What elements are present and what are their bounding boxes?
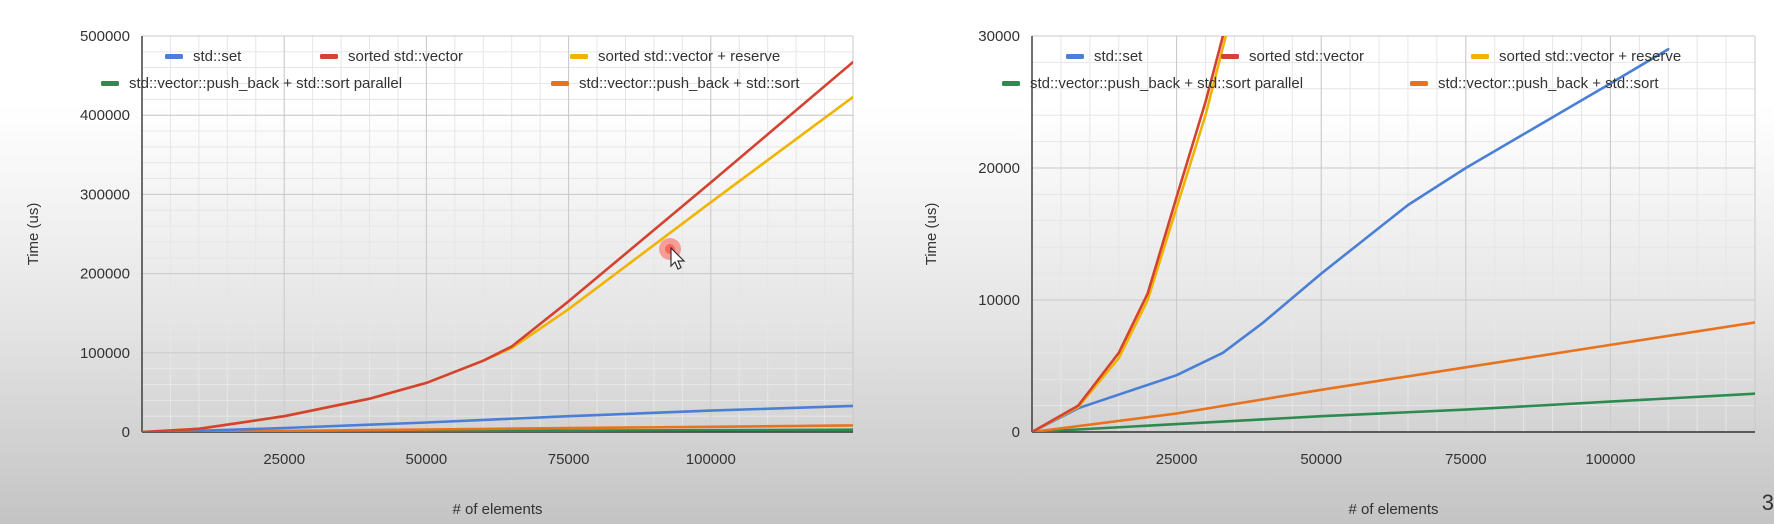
series-line [142, 404, 853, 432]
series-line [142, 60, 853, 432]
x-tick-label: 75000 [1445, 451, 1487, 468]
y-tick-label: 400000 [80, 107, 130, 124]
legend-swatch [1221, 54, 1239, 59]
legend-label: std::vector::push_back + std::sort paral… [129, 75, 402, 92]
x-axis-title: # of elements [1348, 501, 1438, 518]
y-tick-label: 30000 [978, 28, 1020, 45]
legend: std::set sorted std::vector sorted std::ve… [1002, 48, 1681, 92]
series-lines [1032, 36, 1755, 432]
series-line [1032, 36, 1225, 432]
y-tick-label: 0 [122, 424, 130, 441]
chart-group: 0 10000 20000 30000 25000 50000 75000 100000 # o… [923, 28, 1756, 518]
series-line [142, 424, 853, 432]
series-line [1032, 47, 1670, 432]
x-tick-label: 25000 [1156, 451, 1198, 468]
series-line [1032, 392, 1755, 432]
x-tick-label: 100000 [1585, 451, 1635, 468]
legend-swatch [1410, 81, 1428, 86]
y-tick-label: 20000 [978, 160, 1020, 177]
legend-label: sorted std::vector [348, 48, 463, 65]
x-axis-title: # of elements [452, 501, 542, 518]
legend-label: std::set [1094, 48, 1143, 65]
y-tick-label: 500000 [80, 28, 130, 45]
legend-label: sorted std::vector + reserve [598, 48, 780, 65]
y-axis-title: Time (us) [923, 203, 940, 266]
legend-swatch [1066, 54, 1084, 59]
x-tick-label: 100000 [686, 451, 736, 468]
legend-swatch [165, 54, 183, 59]
x-tick-label: 75000 [548, 451, 590, 468]
legend-label: std::vector::push_back + std::sort paral… [1030, 75, 1303, 92]
chart-group: 0 100000 200000 300000 400000 500000 25000 5000… [25, 28, 854, 518]
legend-swatch [551, 81, 569, 86]
slide-page-number: 3 [1761, 490, 1774, 515]
legend-swatch [1002, 81, 1020, 86]
x-tick-label: 25000 [263, 451, 305, 468]
legend-swatch [320, 54, 338, 59]
legend-swatch [570, 54, 588, 59]
y-tick-label: 300000 [80, 186, 130, 203]
series-line [1032, 321, 1755, 432]
legend-label: std::vector::push_back + std::sort [579, 75, 800, 92]
y-tick-label: 0 [1012, 424, 1020, 441]
y-tick-label: 10000 [978, 292, 1020, 309]
legend-label: std::set [193, 48, 242, 65]
y-axis-title: Time (us) [25, 203, 42, 266]
legend-label: std::vector::push_back + std::sort [1438, 75, 1659, 92]
y-tick-label: 200000 [80, 266, 130, 283]
x-tick-label: 50000 [406, 451, 448, 468]
mouse-cursor-icon [659, 238, 686, 270]
legend: std::set sorted std::vector sorted std::ve… [101, 48, 800, 92]
y-tick-label: 100000 [80, 345, 130, 362]
legend-swatch [101, 81, 119, 86]
legend-label: sorted std::vector + reserve [1499, 48, 1681, 65]
series-lines [142, 60, 853, 432]
legend-swatch [1471, 54, 1489, 59]
legend-label: sorted std::vector [1249, 48, 1364, 65]
x-tick-label: 50000 [1300, 451, 1342, 468]
